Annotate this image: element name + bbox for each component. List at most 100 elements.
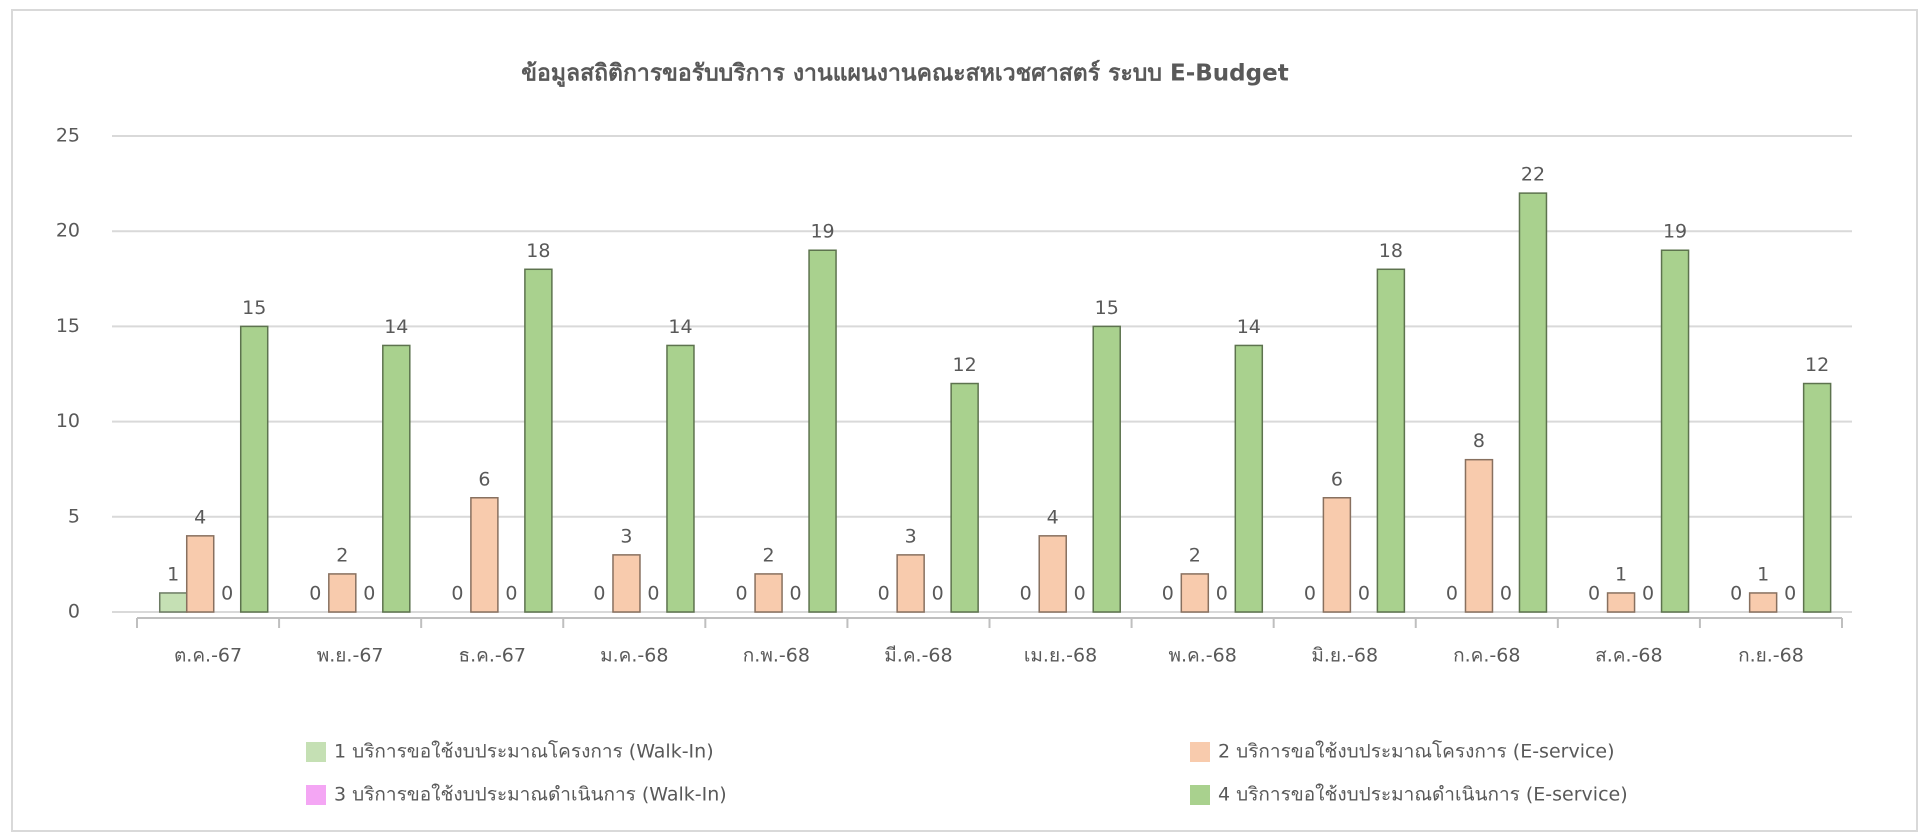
data-label: 18 [1379, 240, 1403, 262]
data-label: 4 [194, 506, 206, 528]
data-label: 0 [647, 583, 659, 605]
data-label: 0 [1642, 583, 1654, 605]
bar [185, 535, 215, 613]
data-label: 0 [1304, 583, 1316, 605]
legend-swatch [1190, 742, 1210, 762]
data-label: 8 [1473, 430, 1485, 452]
data-label: 0 [1074, 583, 1086, 605]
bar [1180, 573, 1210, 613]
data-label: 0 [593, 583, 605, 605]
data-label: 0 [1358, 583, 1370, 605]
x-tick-label: ต.ค.-67 [174, 645, 242, 667]
data-label: 15 [242, 297, 266, 319]
bar [666, 344, 695, 613]
legend-swatch [1190, 785, 1210, 805]
bar [1748, 592, 1778, 613]
bar [1322, 497, 1352, 613]
data-label: 0 [790, 583, 802, 605]
x-tick-label: เม.ย.-68 [1024, 645, 1097, 667]
bar [950, 382, 979, 613]
data-label: 2 [763, 544, 775, 566]
x-tick-label: ก.ย.-68 [1738, 645, 1804, 667]
data-label: 6 [478, 468, 490, 490]
data-label: 12 [1805, 354, 1829, 376]
bar [1464, 458, 1494, 613]
bar [382, 344, 411, 613]
x-tick-label: ก.พ.-68 [743, 645, 810, 667]
legend-swatch [306, 785, 326, 805]
data-label: 0 [1500, 583, 1512, 605]
bar [1802, 382, 1832, 613]
data-label: 0 [1730, 583, 1742, 605]
data-label: 0 [1216, 583, 1228, 605]
legend-label: 4 บริการขอใช้งบประมาณดำเนินการ (E-servic… [1218, 784, 1628, 806]
x-tick-label: ธ.ค.-67 [458, 645, 525, 667]
x-tick-label: มี.ค.-68 [884, 645, 952, 667]
y-tick-label: 20 [56, 220, 80, 242]
data-label: 2 [1189, 544, 1201, 566]
bar [896, 554, 925, 613]
x-tick-label: มิ.ย.-68 [1311, 645, 1378, 667]
data-label: 3 [620, 525, 632, 547]
data-label: 0 [363, 583, 375, 605]
data-label: 0 [309, 583, 321, 605]
bar [328, 573, 357, 613]
data-label: 2 [336, 544, 348, 566]
data-label: 0 [1020, 583, 1032, 605]
legend-label: 2 บริการขอใช้งบประมาณโครงการ (E-service) [1218, 740, 1615, 763]
data-label: 0 [451, 583, 463, 605]
y-tick-label: 0 [68, 601, 80, 623]
data-label: 0 [1162, 583, 1174, 605]
data-label: 1 [1615, 563, 1627, 585]
bar [524, 268, 553, 613]
data-label: 0 [932, 583, 944, 605]
bar [158, 592, 188, 613]
data-label: 0 [1446, 583, 1458, 605]
legend-label: 1 บริการขอใช้งบประมาณโครงการ (Walk-In) [334, 740, 714, 763]
data-label: 12 [953, 354, 977, 376]
legend-swatch [306, 742, 326, 762]
bar [1092, 325, 1121, 613]
data-label: 0 [736, 583, 748, 605]
data-label: 6 [1331, 468, 1343, 490]
x-tick-label: ม.ค.-68 [600, 645, 668, 667]
data-label: 1 [1757, 563, 1769, 585]
data-label: 19 [810, 221, 834, 243]
data-label: 22 [1521, 164, 1545, 186]
data-label: 15 [1095, 297, 1119, 319]
chart-title: ข้อมูลสถิติการขอรับบริการ งานแผนงานคณะสห… [521, 60, 1288, 88]
data-label: 3 [905, 525, 917, 547]
bar [1518, 192, 1548, 613]
data-label: 14 [384, 316, 408, 338]
data-label: 1 [167, 563, 179, 585]
bar [754, 573, 783, 613]
bar [1660, 249, 1690, 613]
data-label: 0 [221, 583, 233, 605]
bar [239, 325, 269, 613]
data-label: 0 [1784, 583, 1796, 605]
bar [1376, 268, 1406, 613]
legend-label: 3 บริการขอใช้งบประมาณดำเนินการ (Walk-In) [334, 784, 727, 806]
data-label: 0 [505, 583, 517, 605]
data-label: 18 [526, 240, 550, 262]
bar [470, 497, 499, 613]
data-label: 14 [668, 316, 692, 338]
x-tick-label: ส.ค.-68 [1595, 645, 1662, 667]
bar [1038, 535, 1067, 613]
y-tick-label: 10 [56, 410, 80, 432]
data-label: 19 [1663, 221, 1687, 243]
data-label: 14 [1237, 316, 1261, 338]
y-tick-label: 25 [56, 125, 80, 147]
x-tick-label: พ.ค.-68 [1168, 645, 1236, 667]
data-label: 0 [878, 583, 890, 605]
bar [808, 249, 837, 613]
bar [612, 554, 641, 613]
y-tick-label: 15 [56, 315, 80, 337]
x-tick-label: ก.ค.-68 [1453, 645, 1520, 667]
bar [1606, 592, 1636, 613]
x-tick-label: พ.ย.-67 [317, 645, 384, 667]
y-tick-label: 5 [68, 505, 80, 527]
data-label: 4 [1047, 506, 1059, 528]
data-label: 0 [1588, 583, 1600, 605]
